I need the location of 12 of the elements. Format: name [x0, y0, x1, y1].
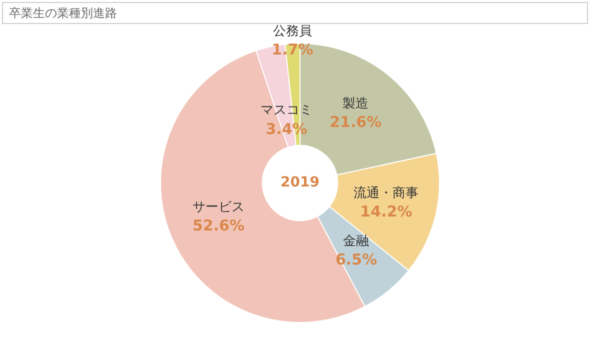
slice-label: 金融	[343, 234, 370, 249]
slice-label: 流通・商事	[354, 184, 419, 201]
slice-label: 製造	[342, 96, 369, 112]
data-label: 6.5%	[335, 250, 378, 268]
data-label: 21.6%	[330, 112, 382, 131]
text: 2019	[280, 174, 320, 191]
slice-label: 公務員	[272, 24, 312, 40]
slice-label: マスコミ	[260, 103, 313, 118]
text: 卒業生の業種別進路	[2, 2, 588, 24]
data-label: 14.2%	[360, 202, 412, 220]
data-label: 52.6%	[192, 216, 245, 235]
slice-label: サービス	[192, 200, 244, 216]
